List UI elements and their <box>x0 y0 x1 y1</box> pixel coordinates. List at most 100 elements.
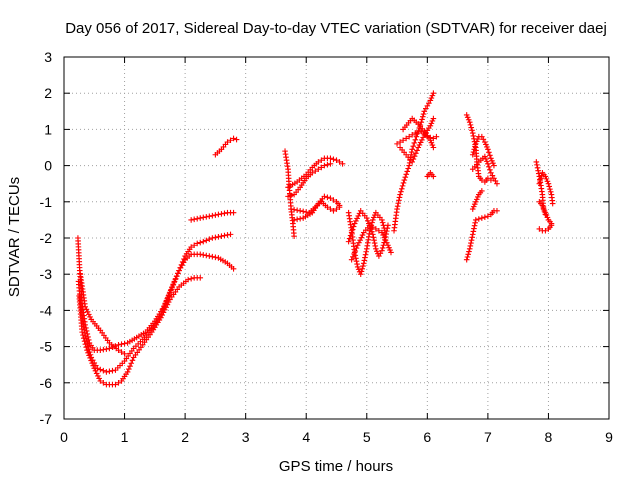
data-point-plus <box>470 133 477 139</box>
data-point-plus <box>83 306 90 313</box>
data-point-plus <box>472 143 478 150</box>
data-point-plus <box>327 160 334 167</box>
x-tick-label: 8 <box>545 429 553 445</box>
data-point-plus <box>470 149 477 155</box>
data-point-plus <box>388 249 394 256</box>
data-point-plus <box>348 229 355 236</box>
data-point-plus <box>106 368 113 375</box>
data-point-plus <box>430 90 437 96</box>
data-point-plus <box>469 231 476 238</box>
data-point-plus <box>472 217 479 223</box>
data-point-plus <box>96 375 102 382</box>
y-tick-label: -3 <box>40 266 53 282</box>
data-point-plus <box>212 254 219 261</box>
data-point-plus <box>348 256 355 263</box>
data-point-plus <box>115 380 122 386</box>
data-point-plus <box>355 213 362 219</box>
data-point-plus <box>430 173 437 180</box>
data-point-plus <box>200 214 207 221</box>
data-point-plus <box>471 222 478 229</box>
data-point-plus <box>379 245 386 251</box>
data-point-plus <box>487 152 493 159</box>
data-point-plus <box>469 151 476 158</box>
data-point-plus <box>351 220 358 227</box>
data-point-plus <box>224 139 231 145</box>
data-point-plus <box>547 186 553 192</box>
data-point-plus <box>215 211 222 218</box>
data-point-plus <box>115 341 122 348</box>
data-point-plus <box>357 237 363 243</box>
data-point-plus <box>218 233 225 239</box>
data-point-plus <box>315 166 322 173</box>
data-point-plus <box>115 347 122 354</box>
data-point-plus <box>170 281 177 287</box>
data-point-plus <box>191 242 197 249</box>
data-point-plus <box>312 168 319 174</box>
data-point-plus <box>547 189 554 195</box>
data-point-plus <box>81 338 88 344</box>
data-point-plus <box>406 133 412 140</box>
data-point-plus <box>545 180 552 187</box>
data-track <box>536 170 556 207</box>
data-point-plus <box>218 211 225 217</box>
data-point-plus <box>324 204 331 211</box>
data-point-plus <box>97 366 104 373</box>
data-point-plus <box>420 134 426 141</box>
data-point-plus <box>86 352 92 359</box>
data-point-plus <box>549 200 556 207</box>
data-point-plus <box>469 130 476 136</box>
data-point-plus <box>291 217 297 223</box>
data-track <box>469 153 500 187</box>
data-point-plus <box>383 239 390 246</box>
data-point-plus <box>488 177 494 183</box>
data-point-plus <box>129 357 136 364</box>
data-point-plus <box>330 156 337 163</box>
data-track <box>536 199 555 227</box>
data-point-plus <box>535 170 542 177</box>
data-point-plus <box>92 368 99 374</box>
data-point-plus <box>485 175 491 182</box>
data-point-plus <box>158 314 164 321</box>
x-tick-label: 1 <box>121 429 129 445</box>
data-point-plus <box>419 137 425 143</box>
data-track <box>288 199 343 216</box>
data-point-plus <box>166 292 172 298</box>
data-point-plus <box>379 247 385 254</box>
data-point-plus <box>371 240 378 246</box>
data-point-plus <box>470 228 477 235</box>
data-point-plus <box>89 360 96 366</box>
data-track <box>75 251 237 375</box>
data-point-plus <box>430 115 437 122</box>
data-point-plus <box>330 208 337 214</box>
data-point-plus <box>285 193 291 200</box>
data-point-plus <box>79 329 85 335</box>
data-point-plus <box>203 214 210 220</box>
data-point-plus <box>418 119 425 125</box>
data-point-plus <box>330 197 337 203</box>
data-point-plus <box>318 157 325 163</box>
data-point-plus <box>468 124 475 131</box>
data-point-plus <box>466 246 473 252</box>
data-point-plus <box>369 228 375 235</box>
data-point-plus <box>318 164 325 171</box>
data-point-plus <box>536 226 543 232</box>
data-point-plus <box>206 253 213 259</box>
data-point-plus <box>188 217 194 223</box>
data-point-plus <box>412 137 419 143</box>
data-point-plus <box>327 155 334 162</box>
data-point-plus <box>394 206 400 212</box>
data-point-plus <box>321 162 328 169</box>
data-point-plus <box>367 222 373 229</box>
data-point-plus <box>542 227 549 234</box>
data-point-plus <box>324 161 331 168</box>
chart-title: Day 056 of 2017, Sidereal Day-to-day VTE… <box>65 20 607 37</box>
axis-ticks: 0 1 2 3 4 5 6 7 8 9 3 2 1 0 -1 -2 -3 -4 -5 -6 -7 <box>40 49 614 445</box>
data-point-plus <box>221 232 228 239</box>
x-tick-label: 3 <box>242 429 250 445</box>
data-point-plus <box>409 159 415 165</box>
data-point-plus <box>163 304 169 311</box>
data-point-plus <box>354 261 360 267</box>
data-point-plus <box>80 332 86 338</box>
data-point-plus <box>191 216 197 223</box>
